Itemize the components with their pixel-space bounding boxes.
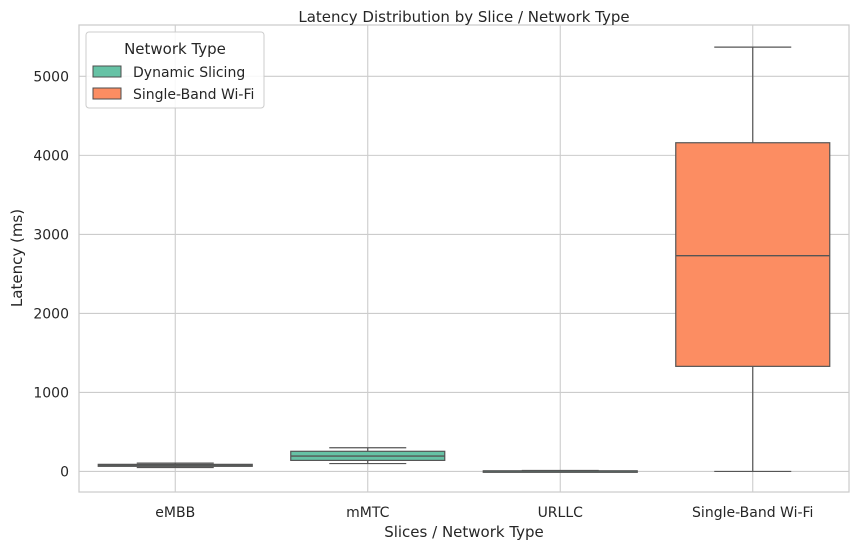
box-embb [97,462,253,469]
boxes-layer [97,46,831,473]
legend-title: Network Type [124,40,226,58]
box-urllc [482,469,638,473]
y-tick-labels: 0 1000 2000 3000 4000 5000 [33,69,69,480]
legend: Network Type Dynamic Slicing Single-Band… [85,31,265,109]
plot-frame [78,24,850,493]
legend-label-dynamic-slicing: Dynamic Slicing [133,65,245,81]
box-mmtc [290,447,446,465]
x-tick-label: mMTC [346,505,389,521]
x-axis-title: Slices / Network Type [384,523,544,541]
x-tick-label: eMBB [155,505,195,521]
x-tick-labels: eMBB mMTC URLLC Single-Band Wi-Fi [155,505,813,521]
y-tick-label: 3000 [33,227,69,243]
legend-label-single-band-wifi: Single-Band Wi-Fi [133,87,254,103]
iqr-box [675,142,831,367]
box-single-band-wi-fi [675,46,831,473]
chart-title: Latency Distribution by Slice / Network … [298,8,629,26]
y-axis-title: Latency (ms) [8,209,26,307]
y-tick-label: 5000 [33,69,69,85]
y-tick-label: 0 [60,464,69,480]
x-tick-label: Single-Band Wi-Fi [692,505,813,521]
y-tick-label: 1000 [33,385,69,401]
x-tick-label: URLLC [538,505,584,521]
legend-swatch-single-band-wifi [92,87,122,100]
legend-frame [85,31,265,109]
legend-swatch-dynamic-slicing [92,65,122,78]
y-tick-label: 4000 [33,148,69,164]
y-tick-label: 2000 [33,306,69,322]
